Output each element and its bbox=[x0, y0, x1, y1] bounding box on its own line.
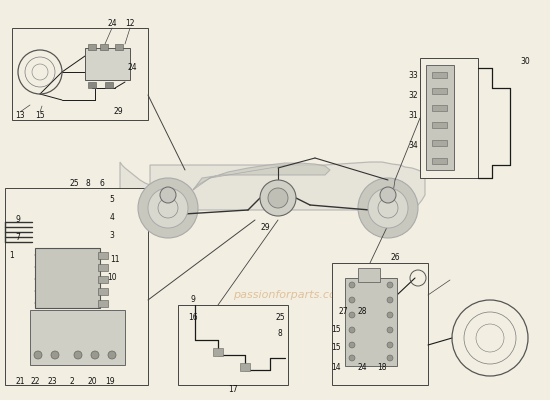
Text: 31: 31 bbox=[408, 110, 418, 120]
Bar bbox=[98, 264, 108, 271]
Text: 24: 24 bbox=[357, 364, 367, 372]
Bar bbox=[432, 72, 447, 78]
Text: 10: 10 bbox=[107, 274, 117, 282]
Circle shape bbox=[138, 178, 198, 238]
Bar bbox=[98, 288, 108, 295]
Circle shape bbox=[349, 297, 355, 303]
Circle shape bbox=[387, 297, 393, 303]
Text: 27: 27 bbox=[338, 308, 348, 316]
Bar bbox=[88, 44, 96, 50]
Circle shape bbox=[260, 180, 296, 216]
Circle shape bbox=[148, 188, 188, 228]
Bar bbox=[5, 188, 148, 385]
Text: 6: 6 bbox=[100, 180, 104, 188]
Bar bbox=[178, 305, 288, 385]
Text: 3: 3 bbox=[109, 230, 114, 240]
Text: passionforparts.com: passionforparts.com bbox=[233, 290, 347, 300]
Bar bbox=[240, 363, 250, 371]
Circle shape bbox=[108, 351, 116, 359]
Circle shape bbox=[349, 342, 355, 348]
Text: 17: 17 bbox=[228, 386, 238, 394]
Text: 22: 22 bbox=[30, 378, 40, 386]
Circle shape bbox=[358, 178, 418, 238]
Circle shape bbox=[387, 355, 393, 361]
Circle shape bbox=[349, 327, 355, 333]
Text: 29: 29 bbox=[113, 108, 123, 116]
Circle shape bbox=[91, 351, 99, 359]
Text: 19: 19 bbox=[105, 378, 115, 386]
Circle shape bbox=[349, 355, 355, 361]
Bar bbox=[12, 28, 148, 120]
Text: 23: 23 bbox=[47, 378, 57, 386]
Bar bbox=[88, 82, 96, 88]
Bar bbox=[426, 65, 454, 170]
Text: 32: 32 bbox=[408, 90, 418, 100]
Bar bbox=[105, 82, 113, 88]
Text: 2: 2 bbox=[70, 378, 74, 386]
Text: 7: 7 bbox=[15, 234, 20, 242]
Circle shape bbox=[34, 351, 42, 359]
Bar bbox=[98, 300, 108, 307]
Bar bbox=[432, 88, 447, 94]
Text: 5: 5 bbox=[109, 196, 114, 204]
Text: 13: 13 bbox=[15, 110, 25, 120]
Circle shape bbox=[387, 342, 393, 348]
Bar bbox=[213, 348, 223, 356]
Text: 25: 25 bbox=[275, 312, 285, 322]
Circle shape bbox=[349, 282, 355, 288]
Text: 24: 24 bbox=[107, 18, 117, 28]
Bar bbox=[98, 276, 108, 283]
Bar bbox=[432, 158, 447, 164]
Bar bbox=[98, 252, 108, 259]
Text: 15: 15 bbox=[331, 326, 341, 334]
Bar bbox=[432, 122, 447, 128]
Circle shape bbox=[74, 351, 82, 359]
Bar bbox=[420, 58, 478, 178]
Text: 11: 11 bbox=[110, 256, 120, 264]
Circle shape bbox=[387, 282, 393, 288]
Text: 4: 4 bbox=[109, 214, 114, 222]
Circle shape bbox=[380, 187, 396, 203]
Circle shape bbox=[160, 187, 176, 203]
Text: 1: 1 bbox=[10, 252, 14, 260]
Text: 21: 21 bbox=[15, 378, 25, 386]
Text: 24: 24 bbox=[127, 64, 137, 72]
Text: 9: 9 bbox=[190, 296, 195, 304]
Text: 16: 16 bbox=[188, 312, 198, 322]
Text: 34: 34 bbox=[408, 140, 418, 150]
Text: 8: 8 bbox=[86, 180, 90, 188]
Text: 29: 29 bbox=[260, 224, 270, 232]
Bar bbox=[115, 44, 123, 50]
Circle shape bbox=[268, 188, 288, 208]
Bar bbox=[332, 263, 428, 385]
Bar bbox=[345, 278, 397, 366]
Text: 12: 12 bbox=[125, 18, 135, 28]
Bar bbox=[85, 48, 130, 80]
Circle shape bbox=[368, 188, 408, 228]
Circle shape bbox=[51, 351, 59, 359]
Bar bbox=[358, 268, 380, 282]
Polygon shape bbox=[193, 163, 330, 190]
Polygon shape bbox=[120, 162, 425, 210]
Text: 20: 20 bbox=[87, 378, 97, 386]
Bar bbox=[35, 248, 100, 308]
Text: 9: 9 bbox=[15, 216, 20, 224]
Circle shape bbox=[349, 312, 355, 318]
Text: 33: 33 bbox=[408, 70, 418, 80]
Text: 25: 25 bbox=[69, 180, 79, 188]
Text: 14: 14 bbox=[331, 364, 341, 372]
Text: 8: 8 bbox=[278, 328, 282, 338]
Text: 15: 15 bbox=[331, 344, 341, 352]
Text: 15: 15 bbox=[35, 110, 45, 120]
Text: 18: 18 bbox=[377, 364, 387, 372]
Circle shape bbox=[387, 312, 393, 318]
Bar bbox=[432, 105, 447, 111]
Text: 30: 30 bbox=[520, 58, 530, 66]
Text: 28: 28 bbox=[358, 308, 367, 316]
Bar bbox=[100, 44, 108, 50]
Circle shape bbox=[387, 327, 393, 333]
Bar bbox=[432, 140, 447, 146]
Text: 26: 26 bbox=[390, 254, 400, 262]
Bar bbox=[30, 310, 125, 365]
